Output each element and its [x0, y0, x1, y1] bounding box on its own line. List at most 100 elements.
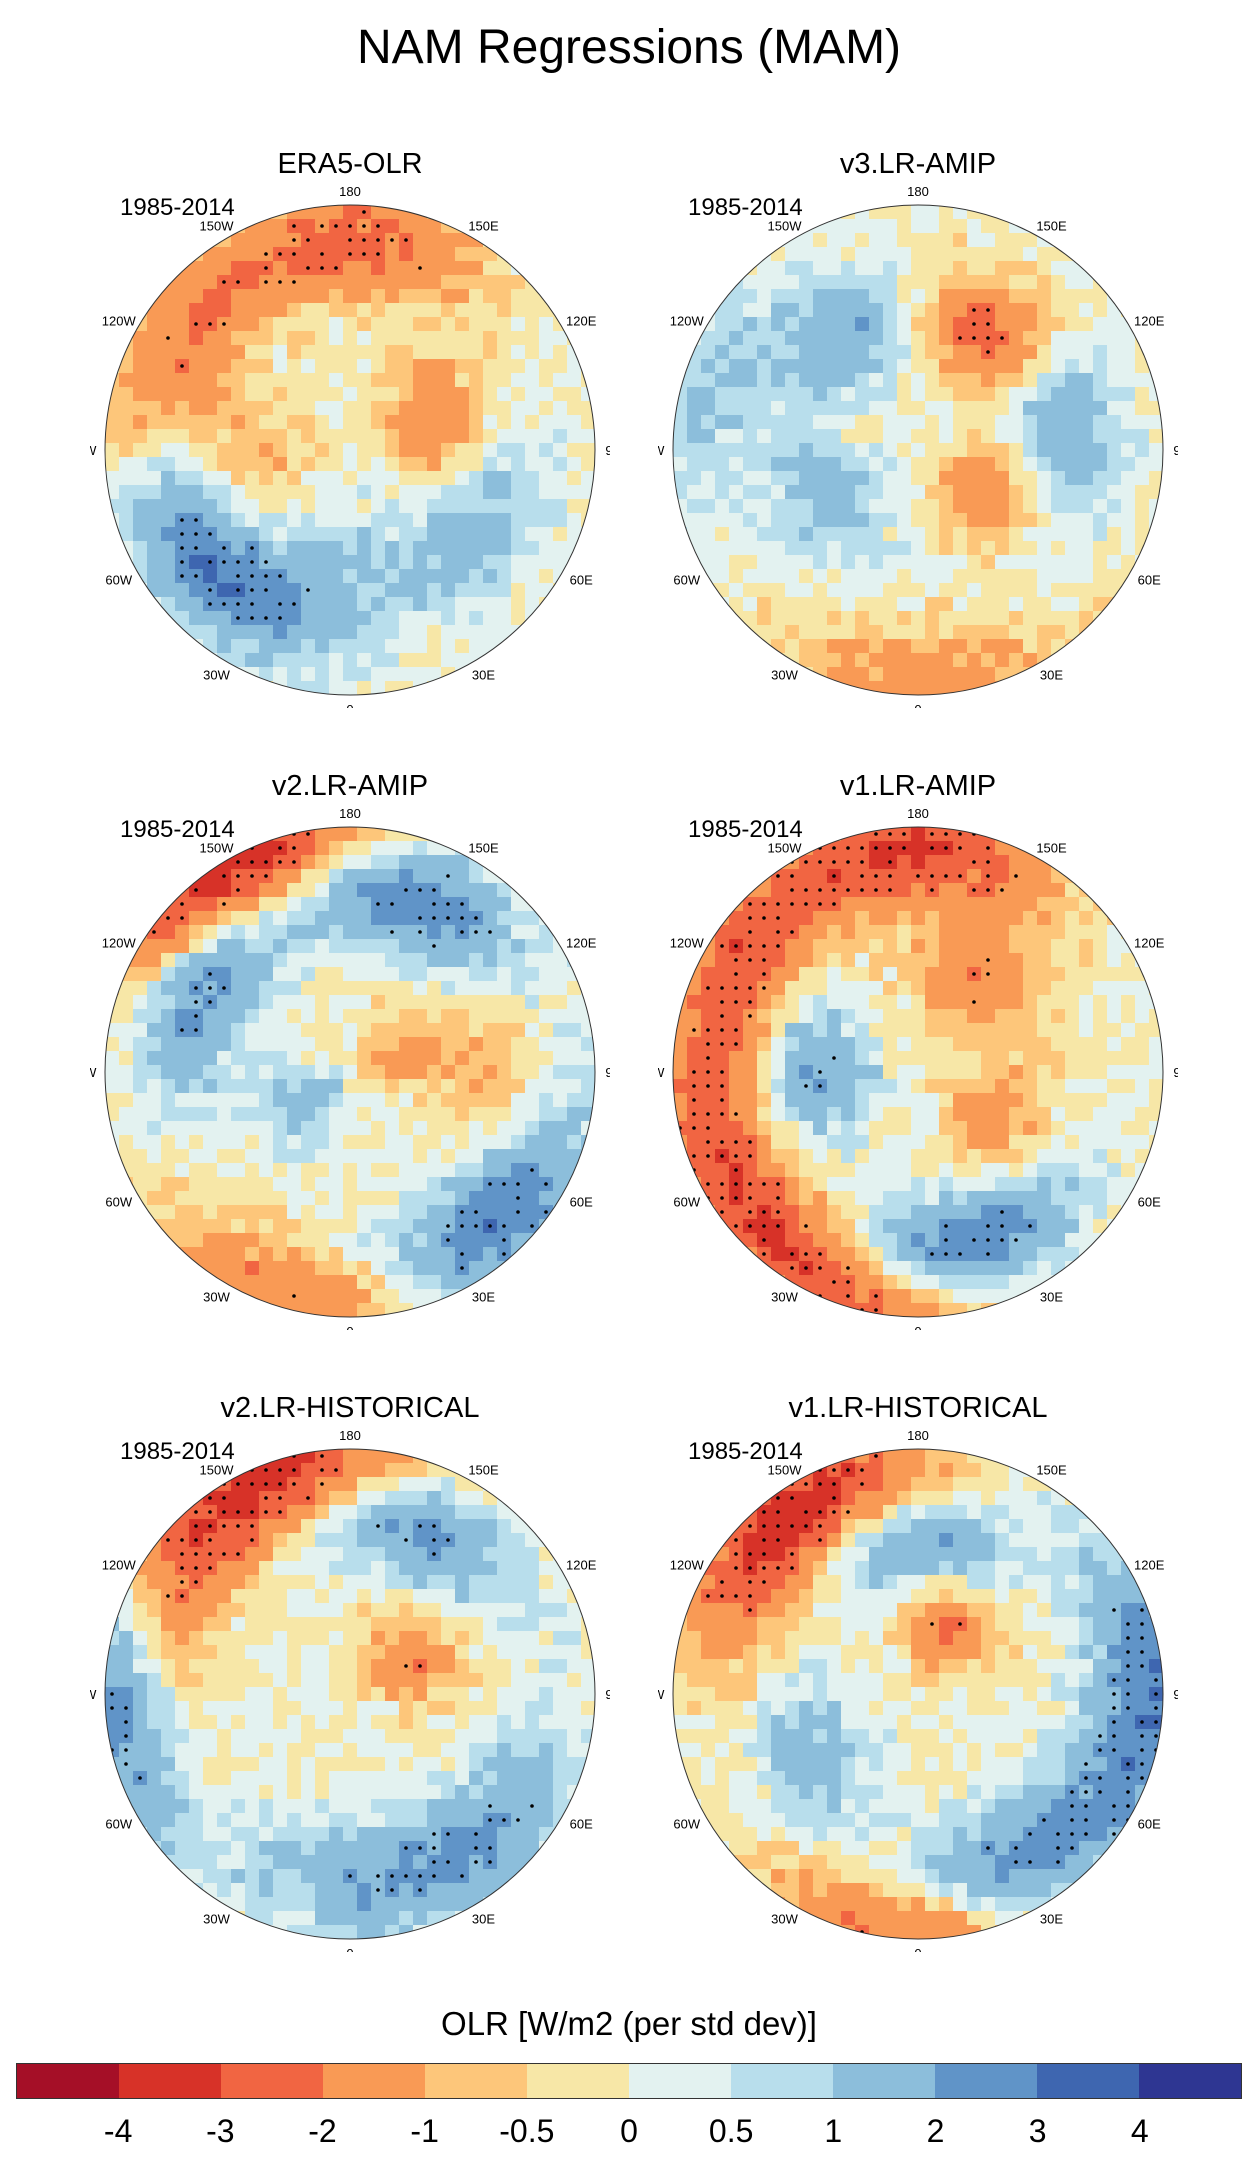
- significance-dot: [804, 1084, 808, 1088]
- map-panel: 180 150E 120E 90E 60E 30E 0 30W 60W 90W 120W 150W v1…: [658, 1392, 1178, 1952]
- significance-dot: [292, 860, 296, 864]
- significance-dot: [776, 1224, 780, 1228]
- significance-dot: [250, 574, 254, 578]
- significance-dot: [790, 1266, 794, 1270]
- significance-dot: [790, 902, 794, 906]
- significance-dot: [1140, 1664, 1144, 1668]
- longitude-label: 90E: [1173, 443, 1178, 458]
- significance-dot: [706, 1126, 710, 1130]
- significance-dot: [804, 902, 808, 906]
- significance-dot: [1140, 1762, 1144, 1766]
- significance-dot: [222, 986, 226, 990]
- significance-dot: [474, 1832, 478, 1836]
- significance-dot: [250, 1524, 254, 1528]
- significance-dot: [222, 1524, 226, 1528]
- significance-dot: [194, 322, 198, 326]
- longitude-label: 120E: [1134, 1558, 1165, 1573]
- significance-dot: [264, 1468, 268, 1472]
- significance-dot: [804, 1524, 808, 1528]
- significance-dot: [334, 224, 338, 228]
- significance-dot: [250, 616, 254, 620]
- significance-dot: [1098, 1790, 1102, 1794]
- significance-dot: [222, 1496, 226, 1500]
- significance-dot: [776, 1510, 780, 1514]
- significance-dot: [692, 1098, 696, 1102]
- significance-dot: [1112, 1804, 1116, 1808]
- significance-dot: [818, 888, 822, 892]
- significance-dot: [194, 1510, 198, 1514]
- significance-dot: [502, 1252, 506, 1256]
- significance-dot: [474, 1224, 478, 1228]
- polar-map: 180 150E 120E 90E 60E 30E 0 30W 60W 90W 120W 150W: [658, 806, 1178, 1330]
- longitude-label: 120W: [670, 1558, 705, 1573]
- significance-dot: [734, 1238, 738, 1242]
- significance-dot: [390, 238, 394, 242]
- significance-dot: [1126, 1650, 1130, 1654]
- significance-dot: [292, 280, 296, 284]
- significance-dot: [460, 1874, 464, 1878]
- significance-dot: [734, 986, 738, 990]
- significance-dot: [278, 602, 282, 606]
- significance-dot: [720, 1014, 724, 1018]
- significance-dot: [208, 986, 212, 990]
- significance-dot: [460, 930, 464, 934]
- significance-dot: [720, 1000, 724, 1004]
- longitude-label: 60W: [105, 1817, 132, 1832]
- significance-dot: [930, 874, 934, 878]
- significance-dot: [180, 1552, 184, 1556]
- panel-title: v1.LR-AMIP: [839, 770, 997, 802]
- significance-dot: [180, 518, 184, 522]
- significance-dot: [748, 1224, 752, 1228]
- longitude-label: 90E: [1173, 1065, 1178, 1080]
- significance-dot: [846, 1510, 850, 1514]
- significance-dot: [762, 1238, 766, 1242]
- longitude-label: 30W: [771, 1289, 798, 1304]
- significance-dot: [748, 1580, 752, 1584]
- significance-dot: [432, 916, 436, 920]
- significance-dot: [502, 1818, 506, 1822]
- significance-dot: [222, 602, 226, 606]
- significance-dot: [488, 1818, 492, 1822]
- significance-dot: [306, 588, 310, 592]
- significance-dot: [720, 1140, 724, 1144]
- significance-dot: [1028, 1224, 1032, 1228]
- significance-dot: [124, 1720, 128, 1724]
- significance-dot: [208, 1496, 212, 1500]
- significance-dot: [1084, 1762, 1088, 1766]
- significance-dot: [790, 874, 794, 878]
- significance-dot: [432, 1874, 436, 1878]
- significance-dot: [236, 1552, 240, 1556]
- significance-dot: [986, 322, 990, 326]
- significance-dot: [972, 860, 976, 864]
- significance-dot: [1056, 1846, 1060, 1850]
- longitude-label: 150W: [768, 841, 803, 856]
- significance-dot: [180, 1580, 184, 1584]
- significance-dot: [748, 1552, 752, 1556]
- significance-dot: [404, 1538, 408, 1542]
- significance-dot: [986, 888, 990, 892]
- map-panel: 180 150E 120E 90E 60E 30E 0 30W 60W 90W 120W 150W v1…: [658, 770, 1178, 1330]
- significance-dot: [720, 1196, 724, 1200]
- significance-dot: [748, 1608, 752, 1612]
- significance-dot: [264, 1496, 268, 1500]
- significance-dot: [516, 1210, 520, 1214]
- colorbar-tick-label: -3: [206, 2113, 235, 2149]
- significance-dot: [376, 252, 380, 256]
- significance-dot: [818, 1266, 822, 1270]
- significance-dot: [236, 1468, 240, 1472]
- significance-dot: [720, 1084, 724, 1088]
- significance-dot: [180, 560, 184, 564]
- significance-dot: [762, 1266, 766, 1270]
- significance-dot: [776, 1566, 780, 1570]
- significance-dot: [208, 1482, 212, 1486]
- significance-dot: [348, 224, 352, 228]
- significance-dot: [432, 1552, 436, 1556]
- significance-dot: [874, 846, 878, 850]
- longitude-label: 90W: [658, 1687, 665, 1702]
- panel-title: v2.LR-HISTORICAL: [220, 1392, 480, 1424]
- significance-dot: [1014, 1846, 1018, 1850]
- significance-dot: [930, 1622, 934, 1626]
- longitude-label: 30E: [1040, 667, 1063, 682]
- significance-dot: [194, 1496, 198, 1500]
- longitude-label: 30E: [472, 1289, 495, 1304]
